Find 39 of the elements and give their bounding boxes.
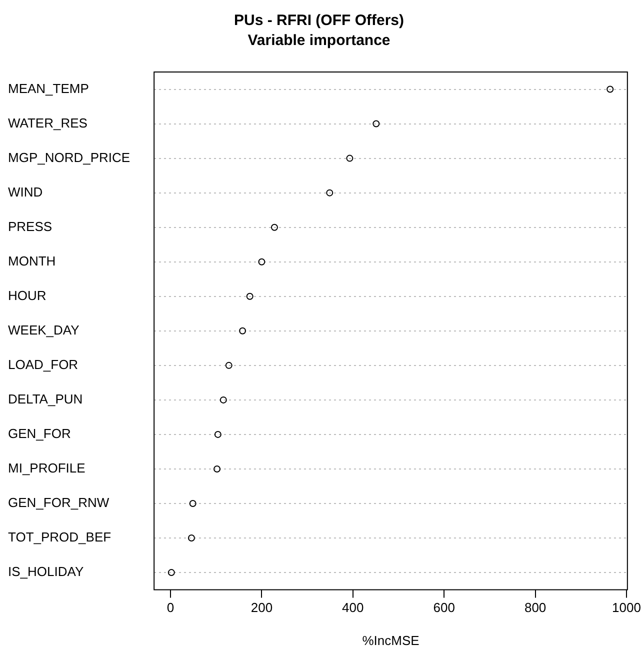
point: [188, 534, 195, 542]
y-tick-label: HOUR: [8, 288, 46, 303]
y-tick-label: WEEK_DAY: [8, 322, 80, 338]
point: [372, 120, 380, 128]
y-tick-label: MONTH: [8, 253, 56, 268]
y-tick-label: MEAN_TEMP: [8, 80, 89, 96]
point: [246, 292, 254, 300]
point: [225, 362, 232, 369]
point: [189, 500, 196, 507]
point: [220, 396, 227, 404]
y-tick-label: GEN_FOR: [8, 426, 71, 442]
x-tick-label: 0: [166, 600, 174, 616]
y-tick-label: PRESS: [8, 218, 52, 234]
x-tick-label: 200: [250, 600, 273, 616]
point: [258, 258, 266, 266]
chart-title: PUs - RFRI (OFF Offers): [234, 12, 404, 30]
y-tick-label: WATER_RES: [8, 115, 88, 130]
point: [168, 569, 175, 576]
x-tick-label: 800: [524, 600, 546, 616]
point: [326, 189, 334, 196]
point: [214, 465, 221, 472]
x-axis-title: %IncMSE: [362, 632, 420, 648]
y-tick-label: GEN_FOR_RNW: [8, 495, 110, 510]
y-tick-label: MI_PROFILE: [8, 460, 86, 476]
point: [239, 327, 246, 334]
x-tick-label: 600: [433, 600, 455, 616]
y-tick-label: WIND: [8, 184, 43, 200]
x-tick-label: 1000: [612, 600, 641, 616]
y-tick-label: MGP_NORD_PRICE: [8, 150, 130, 165]
point: [346, 154, 354, 162]
chart-subtitle: Variable importance: [248, 32, 390, 50]
point: [270, 224, 278, 231]
point: [214, 430, 222, 438]
y-tick-label: IS_HOLIDAY: [8, 564, 84, 580]
point: [606, 86, 614, 93]
y-tick-label: DELTA_PUN: [8, 392, 83, 407]
y-tick-label: TOT_PROD_BEF: [8, 530, 112, 545]
y-tick-label: LOAD_FOR: [8, 357, 78, 372]
x-tick-label: 400: [342, 600, 364, 616]
